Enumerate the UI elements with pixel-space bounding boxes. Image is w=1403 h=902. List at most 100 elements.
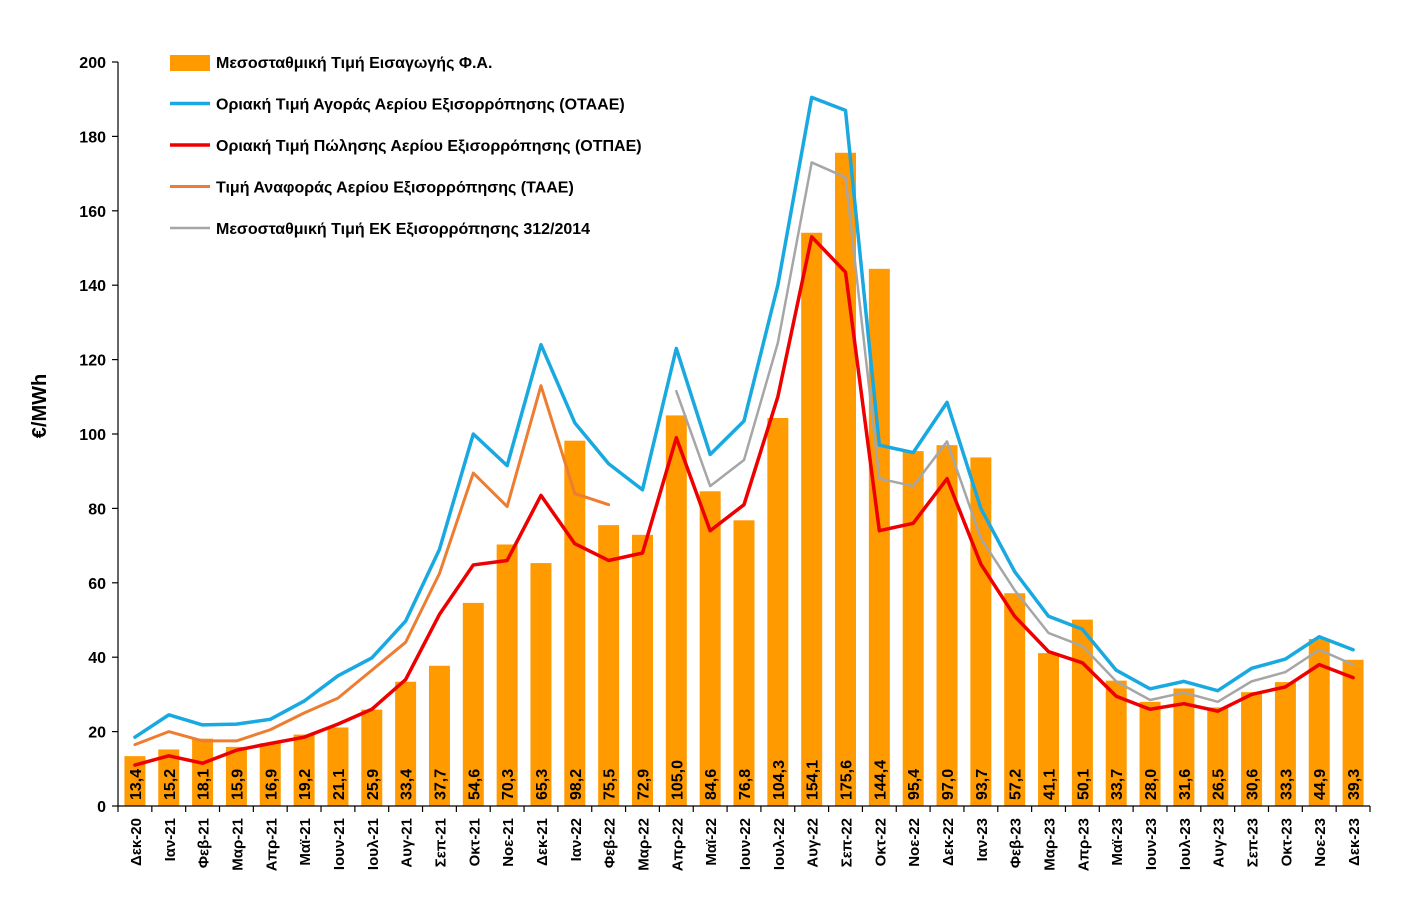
data-label: 50,1: [1075, 769, 1092, 800]
data-label: 105,0: [669, 760, 686, 800]
legend: Μεσοσταθμική Τιμή Εισαγωγής Φ.Α. Οριακή Τ…: [170, 55, 642, 238]
y-tick-label: 60: [88, 576, 106, 593]
bar-Απρ-22: [665, 415, 687, 806]
legend-item-line-1: Οριακή Τιμή Αγοράς Αερίου Εξισορρόπησης …: [170, 97, 625, 114]
legend-label: Μεσοσταθμική Τιμή Εισαγωγής Φ.Α.: [216, 55, 492, 72]
y-tick-label: 0: [97, 799, 106, 816]
legend-item-line-4: Μεσοσταθμική Τιμή ΕΚ Εξισορρόπησης 312/2…: [170, 221, 590, 238]
bar-Ιαν-22: [564, 440, 586, 806]
data-label: 31,6: [1177, 769, 1194, 800]
x-tick-label: Ιαν-21: [162, 818, 179, 861]
x-tick-label: Ιουν-23: [1143, 818, 1160, 870]
data-label: 30,6: [1245, 769, 1262, 800]
y-tick-label: 20: [88, 725, 106, 742]
data-label: 21,1: [331, 769, 348, 800]
x-tick-label: Μαρ-23: [1042, 818, 1059, 871]
y-axis-title: €/MWh: [29, 374, 51, 438]
data-label: 26,5: [1211, 769, 1228, 800]
data-label: 15,9: [229, 769, 246, 800]
x-tick-label: Ιουν-21: [331, 818, 348, 870]
x-tick-label: Οκτ-21: [466, 818, 483, 866]
data-label: 95,4: [906, 769, 923, 800]
bar-Μαϊ-23: [1105, 680, 1127, 806]
bar-Δεκ-21: [530, 563, 552, 806]
data-label: 76,8: [737, 769, 754, 800]
bar-Ιουλ-21: [361, 709, 383, 806]
bar-Ιουν-21: [327, 727, 349, 806]
x-tick-label: Ιουλ-23: [1177, 818, 1194, 870]
legend-item-line-2: Οριακή Τιμή Πώλησης Αερίου Εξισορρόπησης…: [170, 138, 642, 155]
bar-Νοε-23: [1308, 638, 1330, 806]
data-label: 19,2: [297, 769, 314, 800]
bar-Σεπ-23: [1241, 692, 1263, 806]
y-tick-label: 200: [79, 55, 106, 72]
y-tick-label: 80: [88, 501, 106, 518]
bar-Σεπ-21: [428, 665, 450, 806]
legend-label: Οριακή Τιμή Αγοράς Αερίου Εξισορρόπησης …: [216, 97, 625, 114]
bar-Ιαν-21: [158, 749, 180, 806]
x-tick-label: Σεπ-21: [432, 818, 449, 867]
x-tick-label: Φεβ-22: [602, 818, 619, 868]
x-tick-label: Δεκ-22: [940, 818, 957, 866]
bar-Οκτ-21: [462, 602, 484, 806]
data-label: 33,7: [1109, 769, 1126, 800]
legend-label: Τιμή Αναφοράς Αερίου Εξισορρόπησης (ΤΑΑΕ…: [216, 180, 574, 197]
y-tick-label: 100: [79, 427, 106, 444]
bar-Νοε-21: [496, 544, 518, 806]
bar-Δεκ-23: [1342, 659, 1364, 806]
legend-label: Οριακή Τιμή Πώλησης Αερίου Εξισορρόπησης…: [216, 138, 642, 155]
x-tick-label: Νοε-21: [500, 818, 517, 867]
bar-Ιουν-22: [733, 520, 755, 806]
x-tick-label: Ιουλ-22: [771, 818, 788, 870]
y-axis-label: €/MWh: [29, 374, 51, 438]
bar-Φεβ-21: [192, 738, 214, 806]
data-label: 175,6: [839, 760, 856, 800]
x-tick-label: Δεκ-20: [128, 818, 145, 866]
data-label: 93,7: [974, 769, 991, 800]
data-label: 75,5: [602, 769, 619, 800]
data-label: 28,0: [1143, 769, 1160, 800]
x-tick-label: Σεπ-23: [1245, 818, 1262, 867]
y-tick-labels: 0 20 40 60 80 100 120 140 160 180 200: [79, 55, 106, 816]
bar-Μαρ-21: [225, 746, 247, 806]
data-labels: 13,4 15,2 18,1 15,9 16,9 19,2 21,1 25,9 33,4 37,7…: [128, 760, 1363, 800]
data-label: 97,0: [940, 769, 957, 800]
bar-Αυγ-23: [1207, 707, 1229, 806]
series-line-4: [675, 161, 1355, 704]
data-label: 72,9: [635, 769, 652, 800]
series-line-1: [133, 95, 1355, 739]
series-line-3: [133, 384, 611, 747]
bar-Οκτ-22: [868, 268, 890, 807]
x-tick-label: Νοε-22: [906, 818, 923, 867]
x-tick-label: Νοε-23: [1312, 818, 1329, 867]
data-label: 144,4: [872, 760, 889, 800]
data-label: 54,6: [466, 769, 483, 800]
x-tick-label: Ιουλ-21: [365, 818, 382, 870]
x-tick-label: Μαϊ-22: [703, 818, 720, 866]
line-group: [133, 95, 1355, 767]
data-label: 104,3: [771, 760, 788, 800]
y-tick-label: 120: [79, 353, 106, 370]
bar-group: [124, 152, 1364, 807]
data-label: 70,3: [500, 769, 517, 800]
x-tick-label: Μαρ-22: [635, 818, 652, 871]
x-tick-label: Δεκ-23: [1346, 818, 1363, 866]
bar-Αυγ-21: [395, 681, 417, 806]
x-tick-label: Ιαν-22: [568, 818, 585, 861]
data-label: 65,3: [534, 769, 551, 800]
data-label: 39,3: [1346, 769, 1363, 800]
bar-Απρ-21: [259, 743, 281, 806]
data-label: 13,4: [128, 769, 145, 800]
bar-Ιουλ-23: [1173, 688, 1195, 806]
bar-Οκτ-23: [1274, 682, 1296, 806]
bar-Ιουν-23: [1139, 701, 1161, 806]
x-tick-label: Φεβ-23: [1008, 818, 1025, 868]
x-tick-label: Σεπ-22: [839, 818, 856, 867]
x-tick-label: Φεβ-21: [196, 818, 213, 868]
y-tick-label: 160: [79, 204, 106, 221]
y-tick-label: 140: [79, 278, 106, 295]
bar-Μαρ-23: [1038, 653, 1060, 806]
data-label: 25,9: [365, 769, 382, 800]
x-tick-labels: Δεκ-20 Ιαν-21 Φεβ-21 Μαρ-21 Απρ-21 Μαϊ-21 Ιουν…: [128, 818, 1363, 871]
